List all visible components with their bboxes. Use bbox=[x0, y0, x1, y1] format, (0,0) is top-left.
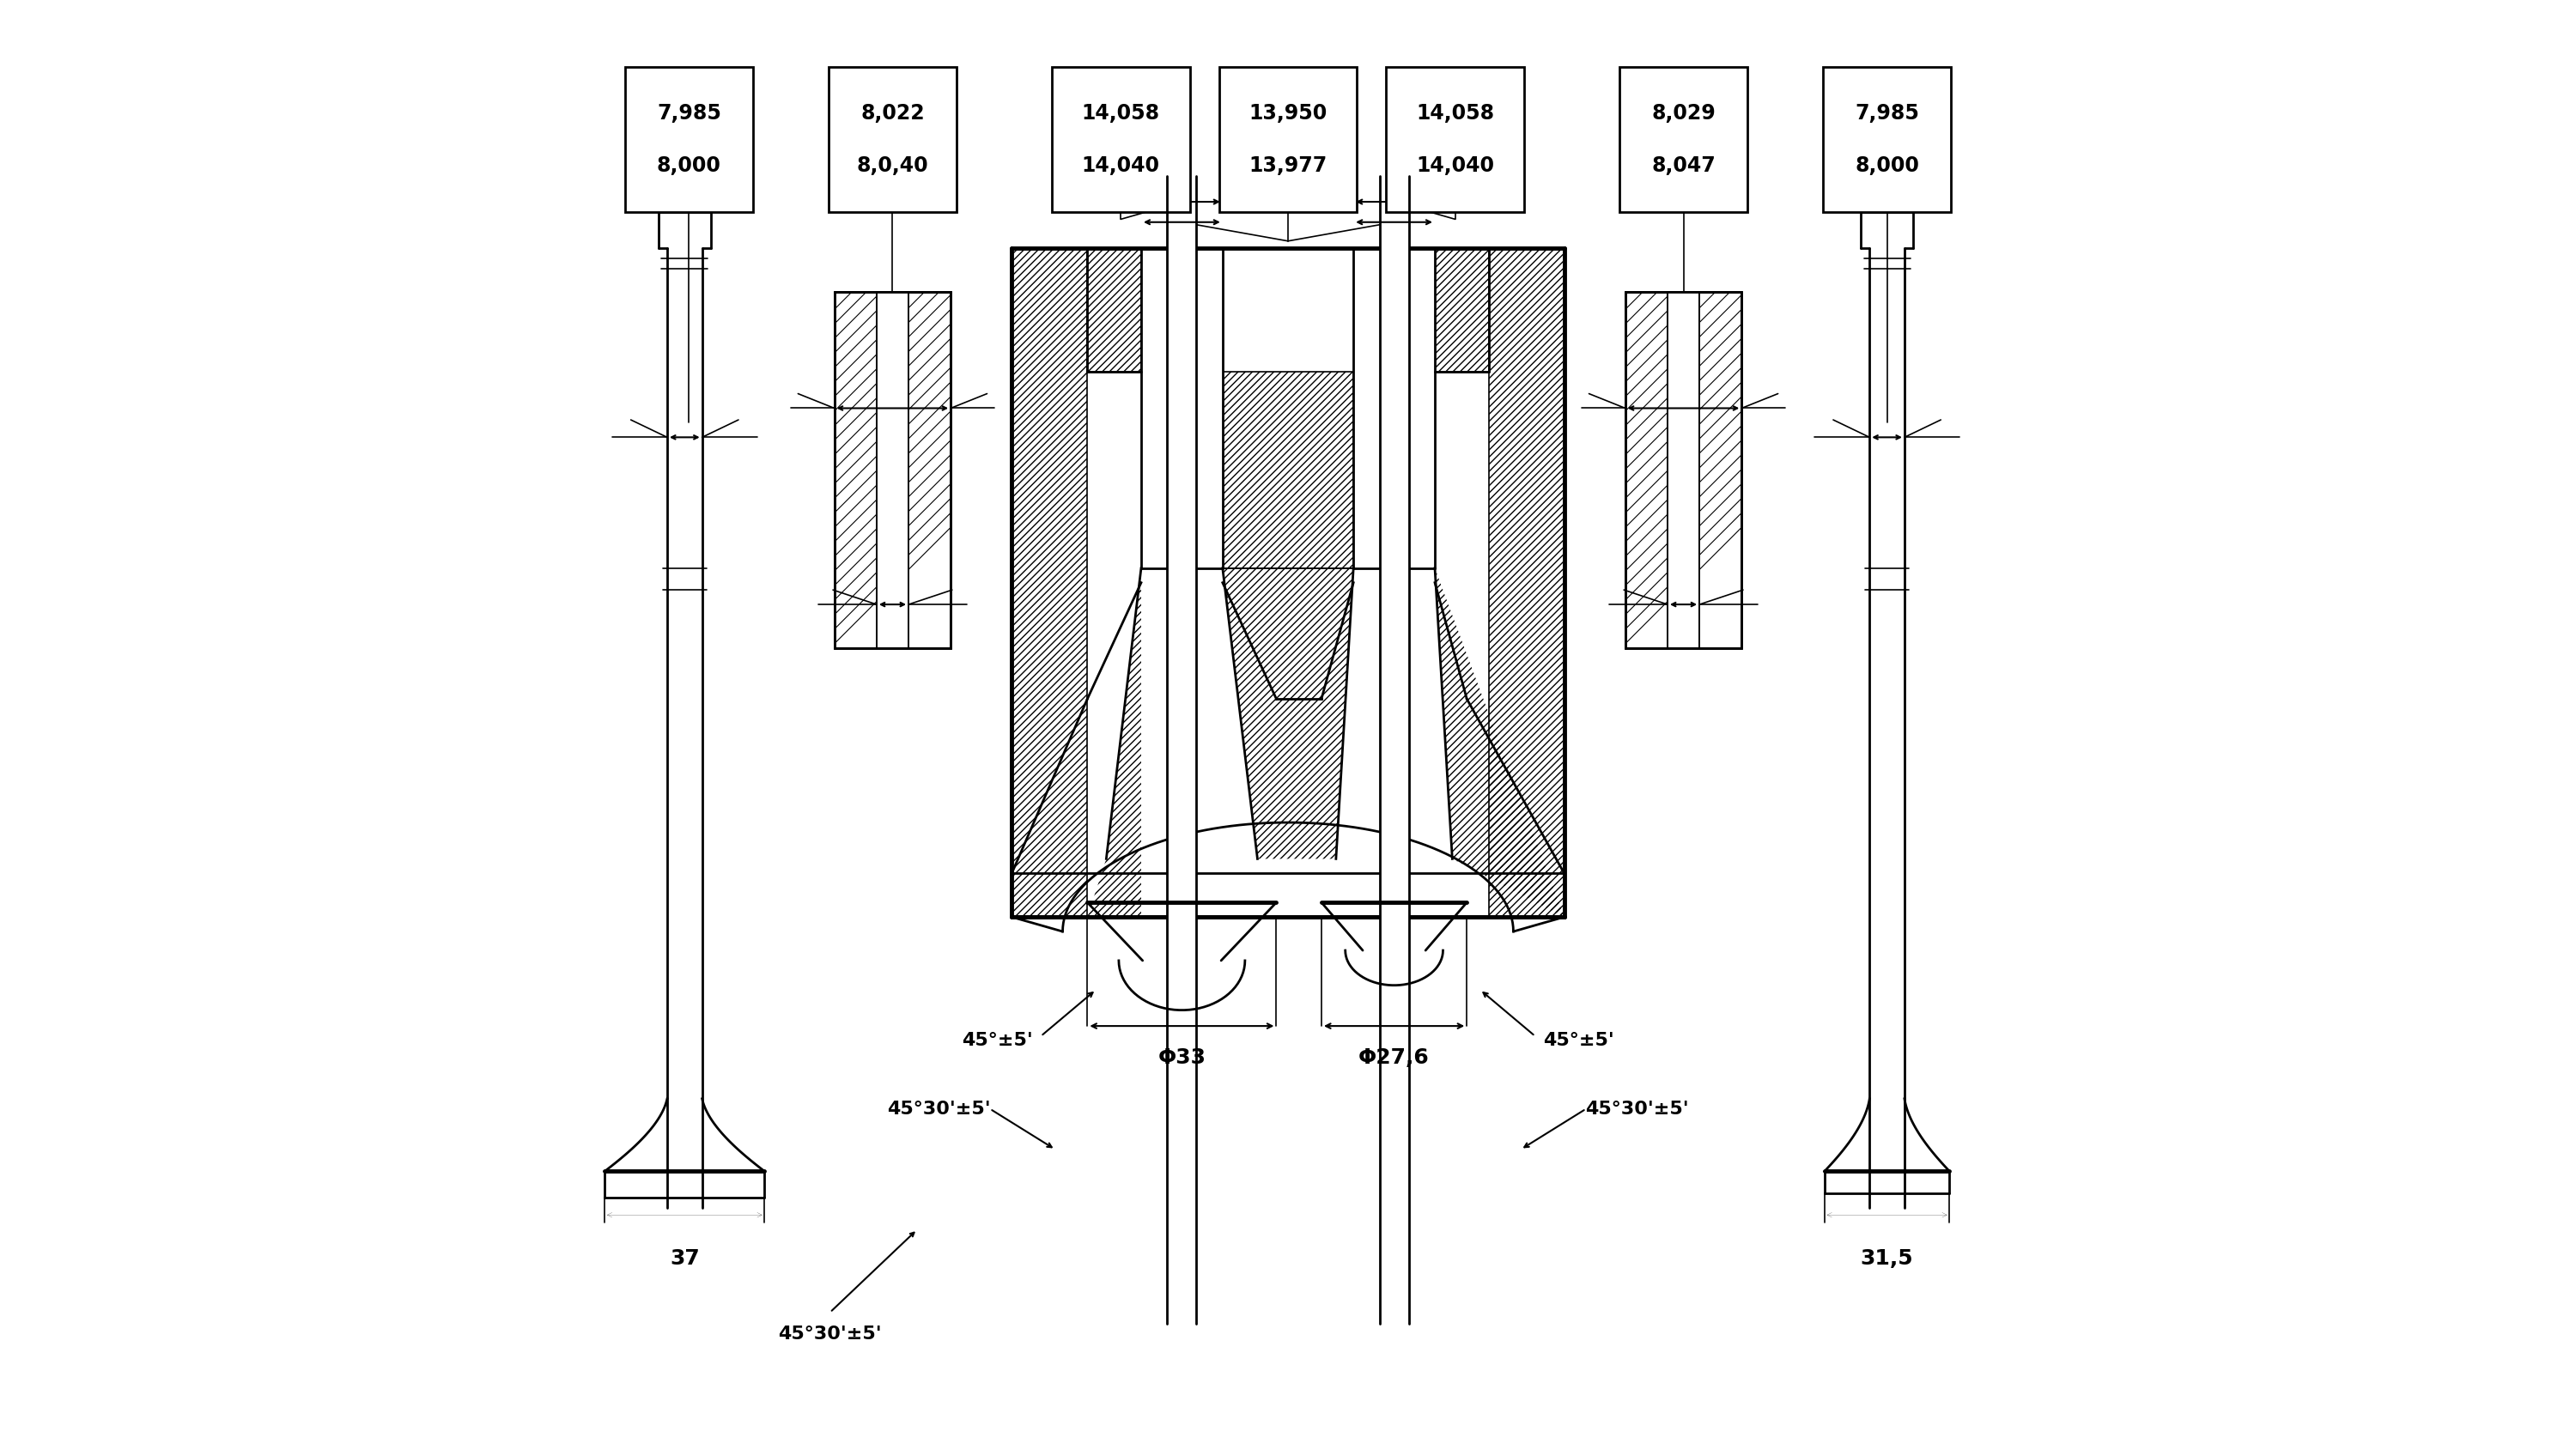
Bar bbox=[1224, 371, 1352, 568]
Text: 37: 37 bbox=[670, 1248, 701, 1268]
Bar bbox=[1620, 67, 1747, 213]
Text: 7,985: 7,985 bbox=[1855, 103, 1919, 124]
Bar bbox=[1667, 291, 1700, 648]
Text: Φ27,6: Φ27,6 bbox=[1358, 1048, 1430, 1069]
Bar bbox=[1352, 249, 1435, 568]
Bar bbox=[1824, 67, 1950, 213]
Bar bbox=[829, 67, 956, 213]
Bar bbox=[876, 291, 909, 648]
Text: 8,000: 8,000 bbox=[657, 156, 721, 176]
Bar bbox=[1381, 176, 1409, 1324]
Text: 45°±5': 45°±5' bbox=[961, 1032, 1033, 1050]
Text: 8,0,40: 8,0,40 bbox=[858, 156, 927, 176]
Text: 14,058: 14,058 bbox=[1082, 103, 1159, 124]
Text: 8,029: 8,029 bbox=[1651, 103, 1716, 124]
Bar bbox=[1435, 249, 1489, 371]
Bar bbox=[626, 67, 752, 213]
Text: 45°30'±5': 45°30'±5' bbox=[886, 1101, 992, 1117]
Text: 31,5: 31,5 bbox=[1860, 1248, 1914, 1268]
Text: 14,040: 14,040 bbox=[1417, 156, 1494, 176]
Text: 8,022: 8,022 bbox=[860, 103, 925, 124]
Text: Φ33: Φ33 bbox=[1157, 1048, 1206, 1069]
Text: 45°±5': 45°±5' bbox=[1543, 1032, 1615, 1050]
Bar bbox=[1051, 67, 1190, 213]
Bar bbox=[835, 291, 951, 648]
Bar bbox=[1625, 291, 1741, 648]
Bar bbox=[1167, 176, 1195, 1324]
Text: 13,977: 13,977 bbox=[1249, 156, 1327, 176]
Text: 45°30'±5': 45°30'±5' bbox=[1584, 1101, 1690, 1117]
Text: 8,047: 8,047 bbox=[1651, 156, 1716, 176]
Bar bbox=[1386, 67, 1525, 213]
Text: 45°30'±5': 45°30'±5' bbox=[778, 1325, 881, 1342]
Bar bbox=[1218, 67, 1358, 213]
Text: 7,985: 7,985 bbox=[657, 103, 721, 124]
Bar bbox=[1489, 249, 1564, 917]
Bar bbox=[1087, 249, 1141, 371]
Bar bbox=[1012, 249, 1087, 917]
Bar bbox=[1141, 249, 1224, 568]
Text: 13,950: 13,950 bbox=[1249, 103, 1327, 124]
Text: 14,058: 14,058 bbox=[1417, 103, 1494, 124]
Text: 14,040: 14,040 bbox=[1082, 156, 1159, 176]
Bar bbox=[835, 291, 951, 648]
Text: 8,000: 8,000 bbox=[1855, 156, 1919, 176]
